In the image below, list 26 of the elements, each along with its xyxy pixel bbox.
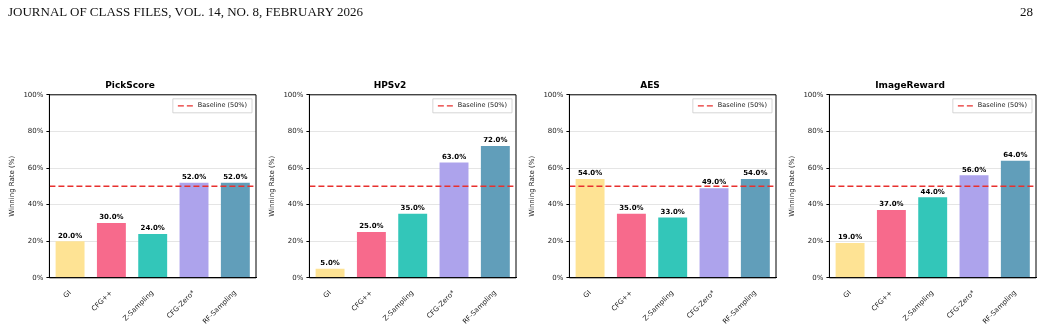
bar bbox=[658, 217, 688, 278]
chart-title: HPSv2 bbox=[373, 79, 407, 90]
bar bbox=[835, 243, 865, 278]
bar bbox=[575, 178, 605, 278]
bar bbox=[439, 162, 469, 278]
bar bbox=[55, 241, 85, 278]
bar bbox=[616, 213, 646, 278]
chart-title: AES bbox=[640, 79, 660, 90]
bar bbox=[740, 178, 770, 278]
chart-title: ImageReward bbox=[875, 79, 945, 90]
bar bbox=[918, 197, 948, 278]
bar bbox=[96, 222, 126, 278]
text: JOURNAL OF CLASS FILES, VOL. 14, NO. 8, FEBRUARY 2026 bbox=[8, 4, 363, 20]
bar bbox=[220, 182, 250, 278]
chart-title: PickScore bbox=[105, 79, 155, 90]
bar bbox=[138, 233, 168, 278]
bar bbox=[876, 210, 906, 278]
bar bbox=[480, 146, 510, 278]
bar bbox=[315, 268, 345, 278]
bar bbox=[959, 175, 989, 278]
text: 28 bbox=[1020, 4, 1033, 20]
bar bbox=[699, 188, 729, 278]
bar bbox=[179, 182, 209, 278]
bar bbox=[1000, 160, 1030, 278]
bar bbox=[356, 232, 386, 278]
bar bbox=[398, 213, 428, 278]
